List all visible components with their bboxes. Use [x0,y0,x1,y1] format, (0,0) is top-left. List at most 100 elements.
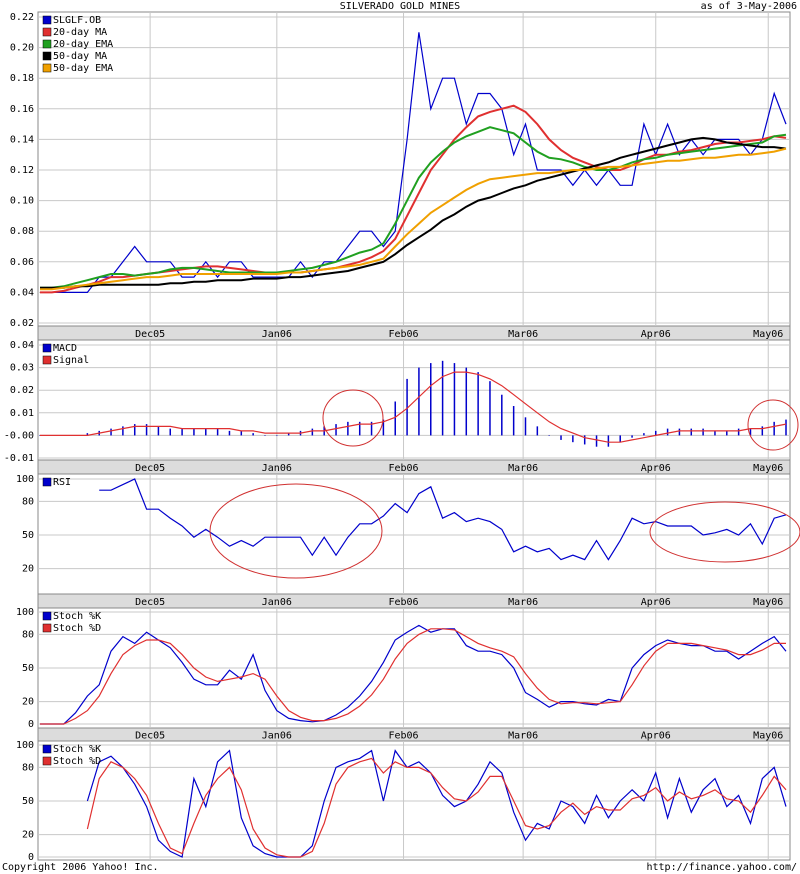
legend-label: SLGLF.OB [53,15,101,26]
histogram-bar [619,435,621,443]
y-tick-label: 0.22 [10,12,34,23]
plots: 0.02 0.04 0.06 0.08 0.10 0.12 0.14 0.16 0.18 0.20… [4,11,791,863]
x-tick-label: Mar06 [508,731,538,742]
x-tick-label: Feb06 [388,731,418,742]
histogram-bar [181,428,183,436]
x-tick-label: Apr06 [641,731,671,742]
legend-swatch [42,39,52,49]
histogram-bar [536,426,539,436]
x-tick-label: Mar06 [508,329,538,340]
y-tick-label: 0.08 [10,226,34,237]
y-tick-label: 50 [22,530,34,541]
annotation-circle [209,483,383,579]
series-line [99,478,787,561]
legend-label: RSI [53,477,71,488]
y-tick-label: 50 [22,663,34,674]
y-tick-label: 0.02 [10,385,34,396]
histogram-bar [678,428,681,436]
histogram-bar [394,401,396,436]
y-tick-label: 80 [22,629,34,640]
histogram-bar [358,421,361,436]
x-tick-label: May06 [753,329,783,340]
histogram-bar [216,428,219,436]
histogram-bar [145,424,148,436]
legend-label: 20-day MA [53,27,107,38]
legend-swatch [42,744,52,754]
legend-swatch [42,51,52,61]
x-tick-label: Feb06 [388,463,418,474]
as-of-date: as of 3-May-2006 [701,1,797,12]
histogram-bar [737,428,740,436]
histogram-bar [406,378,408,436]
y-tick-label: 0.14 [10,134,34,145]
legend-swatch [42,756,52,766]
series-line [86,749,787,858]
histogram-bar [311,428,314,436]
source-url: http://finance.yahoo.com/ [646,862,797,873]
histogram-bar [726,430,728,436]
y-tick-label: 0.06 [10,257,34,268]
histogram-bar [524,417,527,436]
y-tick-label: 0 [28,719,34,730]
histogram-bar [276,435,278,436]
y-tick-label: 20 [22,830,34,841]
y-tick-label: 0.02 [10,318,34,329]
x-tick-label: Apr06 [641,463,671,474]
histogram-bar [690,428,693,436]
legend-label: 50-day EMA [53,63,113,74]
x-tick-label: Dec05 [135,463,165,474]
copyright: Copyright 2006 Yahoo! Inc. [2,862,159,873]
y-tick-label: -0.00 [4,430,34,441]
histogram-bar [169,428,172,436]
histogram-bar [240,430,243,436]
series-line [40,624,787,725]
y-tick-label: 0.01 [10,408,34,419]
y-tick-label: 80 [22,496,34,507]
histogram-bar [110,428,112,436]
y-tick-label: 0.04 [10,340,34,351]
histogram-bar [430,363,432,436]
histogram-bar [453,363,456,436]
legend-label: Stoch %D [53,623,101,634]
histogram-bar [122,426,124,436]
histogram-bar [228,430,231,436]
histogram-bar [749,428,752,436]
histogram-bar [347,421,349,436]
x-tick-label: Apr06 [641,597,671,608]
legend-swatch [42,343,52,353]
histogram-bar [441,360,444,436]
histogram-bar [583,435,586,445]
histogram-bar [335,424,337,436]
histogram-bar [785,419,787,436]
y-tick-label: 0 [28,852,34,863]
y-tick-label: 100 [16,474,34,485]
annotations [209,389,800,579]
histogram-bar [501,394,503,436]
histogram-bar [133,424,136,436]
legend-swatch [42,477,52,487]
series-line [40,126,787,289]
y-tick-label: 80 [22,762,34,773]
histogram-bar [252,433,254,436]
histogram-bar [86,433,89,436]
x-tick-label: Jan06 [262,329,292,340]
histogram-bar [761,426,764,436]
x-tick-label: Jan06 [262,731,292,742]
histogram-bar [714,430,716,436]
y-tick-label: 0.04 [10,287,34,298]
y-tick-label: 0.18 [10,73,34,84]
x-tick-label: Dec05 [135,329,165,340]
y-tick-label: 0.16 [10,104,34,115]
x-tick-label: Mar06 [508,463,538,474]
histogram-bar [773,421,775,436]
histogram-bar [264,435,266,436]
legend-label: Signal [53,355,89,366]
y-tick-label: 0.03 [10,363,34,374]
legend-swatch [42,63,52,73]
histogram-bar [572,435,574,443]
histogram-bar [382,419,385,436]
series-line [40,371,787,443]
x-tick-label: May06 [753,597,783,608]
y-tick-label: 50 [22,796,34,807]
x-tick-label: May06 [753,463,783,474]
